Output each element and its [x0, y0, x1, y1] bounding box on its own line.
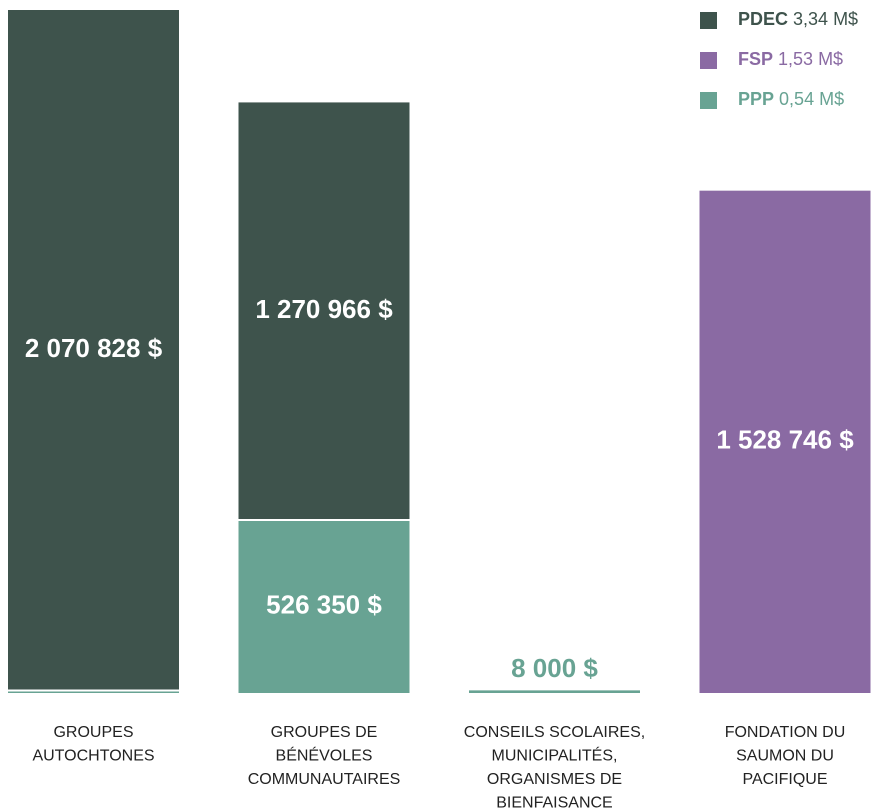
- x-tick-label: CONSEILS SCOLAIRES, MUNICIPALITÉS, ORGANIS…: [464, 724, 645, 812]
- legend-total: 0,54 M$: [779, 89, 844, 109]
- x-tick-label-line: COMMUNAUTAIRES: [248, 771, 401, 788]
- x-tick-label-line: ORGANISMES DE: [487, 771, 622, 788]
- legend-name: PDEC: [738, 9, 788, 29]
- value-label: 1 528 746 $: [716, 425, 854, 455]
- bar-segment: [8, 690, 179, 693]
- x-tick-label-line: CONSEILS SCOLAIRES,: [464, 724, 645, 741]
- x-tick-label-line: BÉNÉVOLES: [276, 746, 373, 765]
- x-tick-label: GROUPES DE BÉNÉVOLES COMMUNAUTAIRES: [248, 724, 401, 788]
- value-label: 526 350 $: [266, 589, 382, 619]
- legend-name: FSP: [738, 49, 773, 69]
- x-tick-label-line: FONDATION DU: [725, 724, 846, 741]
- value-label: 8 000 $: [511, 653, 598, 683]
- x-tick-label-line: MUNICIPALITÉS,: [492, 746, 618, 765]
- x-tick-label-line: AUTOCHTONES: [32, 748, 154, 765]
- x-tick-label-line: SAUMON DU: [736, 748, 834, 765]
- legend-total: 3,34 M$: [793, 9, 858, 29]
- legend-swatch: [700, 12, 717, 29]
- legend-entry: PPP 0,54 M$: [738, 89, 844, 109]
- legend-entry: FSP 1,53 M$: [738, 49, 843, 69]
- legend-swatch: [700, 52, 717, 69]
- value-label: 2 070 828 $: [25, 333, 163, 363]
- x-tick-label-line: GROUPES DE: [271, 724, 378, 741]
- x-tick-label-line: BIENFAISANCE: [496, 795, 612, 812]
- value-label: 1 270 966 $: [255, 294, 393, 324]
- bar-segment: [699, 190, 871, 693]
- x-tick-label: FONDATION DU SAUMON DU PACIFIQUE: [725, 724, 846, 788]
- bar-segment: [469, 690, 640, 693]
- legend-swatch: [700, 92, 717, 109]
- bar-segment: [238, 520, 410, 693]
- legend-name: PPP: [738, 89, 774, 109]
- x-tick-label-line: GROUPES: [53, 724, 133, 741]
- bar-segment: [8, 10, 179, 691]
- legend-total: 1,53 M$: [778, 49, 843, 69]
- bar-segment: [238, 102, 410, 521]
- x-tick-label-line: PACIFIQUE: [742, 771, 827, 788]
- x-tick-label: GROUPES AUTOCHTONES: [32, 724, 154, 765]
- legend-entry: PDEC 3,34 M$: [738, 9, 858, 29]
